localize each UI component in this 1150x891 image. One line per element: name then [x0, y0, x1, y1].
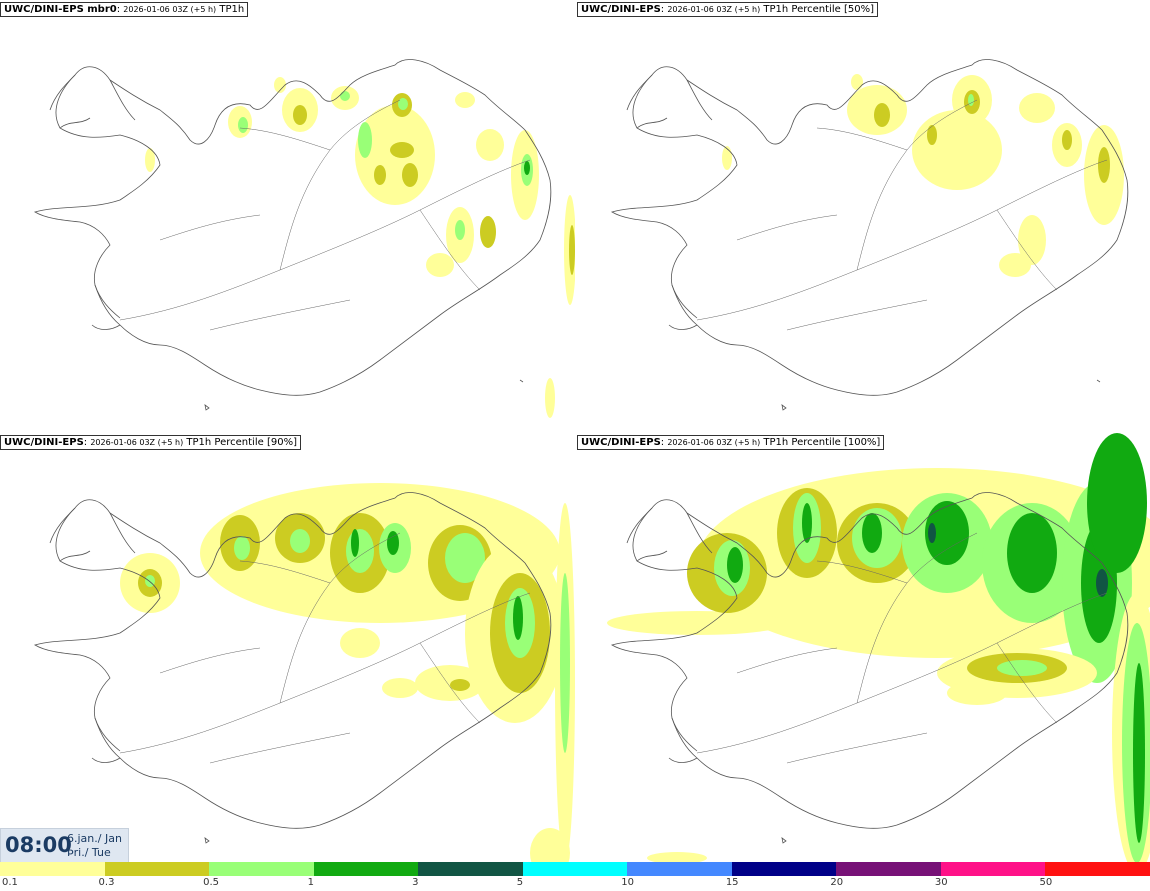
colorbar-segment [836, 862, 941, 876]
panel-title: UWC/DINI-EPS: 2026-01-06 03Z (+5 h) TP1h… [577, 2, 878, 17]
panel-title: UWC/DINI-EPS: 2026-01-06 03Z (+5 h) TP1h… [0, 435, 301, 450]
colorbar-segment [209, 862, 314, 876]
panel-title: UWC/DINI-EPS mbr0: 2026-01-06 03Z (+5 h)… [0, 2, 249, 17]
map-panel-mbr0: UWC/DINI-EPS mbr0: 2026-01-06 03Z (+5 h)… [0, 0, 575, 431]
valid-time: 08:00 [5, 833, 72, 857]
iceland-coastline [610, 59, 1129, 411]
colorbar-segment [1045, 862, 1150, 876]
valid-date: 6.jan./ Jan Þri./ Tue [67, 832, 122, 860]
colorbar-label: 5 [516, 877, 524, 888]
colorbar-label: 0.3 [98, 877, 115, 888]
colorbar-label: 3 [412, 877, 419, 888]
precip-field [120, 483, 575, 864]
road-network [696, 99, 1108, 331]
precip-map [33, 483, 575, 864]
panel-divider-horizontal [0, 431, 1150, 433]
colorbar-label: 1 [307, 877, 314, 888]
precip-field [145, 77, 575, 418]
colorbar-label: 0.5 [203, 877, 219, 888]
colorbar-segment [104, 862, 210, 876]
valid-date-line1: 6.jan./ Jan [67, 832, 122, 845]
valid-date-line2: Þri./ Tue [67, 846, 111, 859]
colorbar-segment [418, 862, 523, 876]
colorbar-label: 0.1 [2, 877, 18, 888]
colorbar-segment [731, 862, 837, 876]
map-panel-p90: UWC/DINI-EPS: 2026-01-06 03Z (+5 h) TP1h… [0, 433, 575, 864]
colorbar-label: 50 [1039, 877, 1053, 888]
precip-map [607, 433, 1150, 864]
colorbar-segment [522, 862, 628, 876]
precip-field [607, 433, 1150, 864]
colorbar-segment [0, 862, 105, 876]
colorbar-label: 10 [621, 877, 634, 888]
road-network [119, 99, 531, 331]
colorbar-label: 15 [725, 877, 739, 888]
colorbar-label: 20 [830, 877, 844, 888]
road-network [119, 532, 531, 764]
precip-colorbar [0, 862, 1150, 876]
road-network [696, 532, 1108, 764]
iceland-coastline [33, 59, 552, 411]
precip-map [610, 59, 1129, 411]
colorbar-segment [627, 862, 732, 876]
map-panel-p50: UWC/DINI-EPS: 2026-01-06 03Z (+5 h) TP1h… [577, 0, 1150, 431]
precip-map [33, 59, 575, 418]
colorbar-label: 30 [934, 877, 948, 888]
panel-title: UWC/DINI-EPS: 2026-01-06 03Z (+5 h) TP1h… [577, 435, 885, 450]
colorbar-segment [940, 862, 1046, 876]
valid-time-box: 08:00 6.jan./ Jan Þri./ Tue [0, 828, 129, 864]
iceland-coastline [33, 492, 552, 844]
precip-field [722, 74, 1124, 277]
colorbar-labels: 0.1 0.3 0.5 1 3 5 10 15 20 30 50 [0, 877, 1150, 891]
iceland-coastline [610, 492, 1129, 844]
map-panel-p100: UWC/DINI-EPS: 2026-01-06 03Z (+5 h) TP1h… [577, 433, 1150, 864]
colorbar-segment [313, 862, 419, 876]
